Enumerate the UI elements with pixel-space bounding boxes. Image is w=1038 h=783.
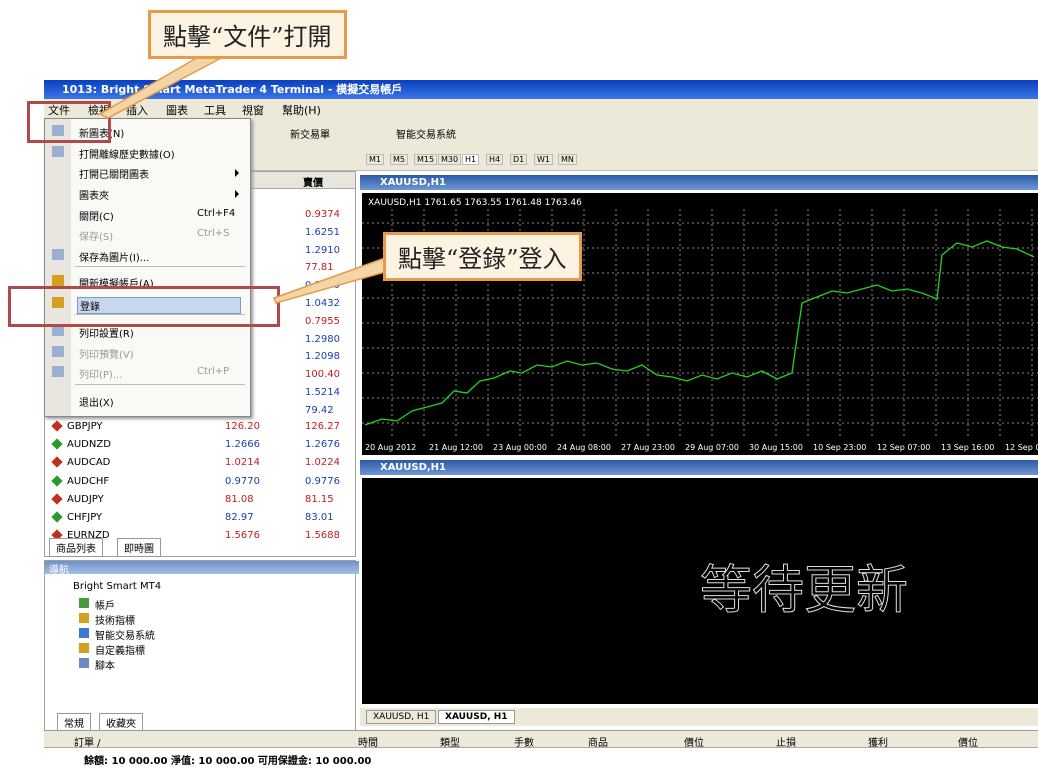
callout: 點擊“登錄”登入	[383, 232, 582, 281]
annotation-arrows	[0, 0, 1038, 782]
arrow	[100, 56, 225, 118]
page: {"callouts":["點擊“文件”打開","點擊“登錄”登入"], "wi…	[0, 0, 1038, 782]
arrow	[274, 258, 385, 303]
callout: 點擊“文件”打開	[148, 10, 347, 59]
